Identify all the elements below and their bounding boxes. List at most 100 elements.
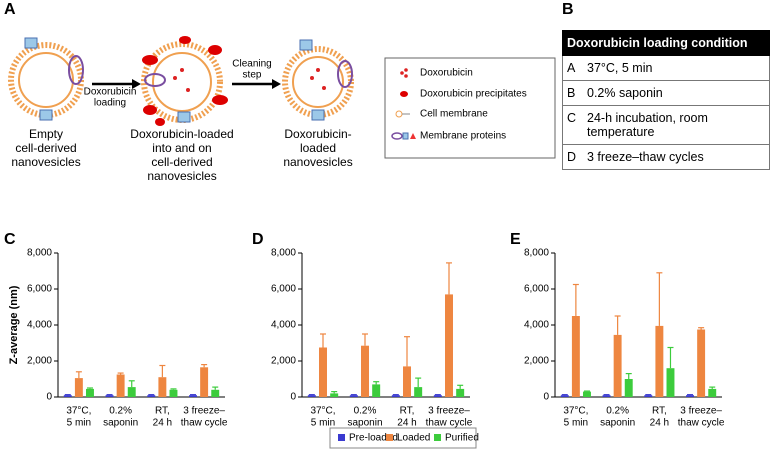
stage-label: nanovesicles <box>283 155 352 169</box>
bar <box>697 329 706 397</box>
y-tick-label: 8,000 <box>524 248 549 259</box>
x-tick-label: 24 h <box>650 418 669 429</box>
bar <box>433 395 442 397</box>
x-tick-label: 37°C, <box>310 406 335 417</box>
diagram-legend-label: Doxorubicin <box>420 68 473 79</box>
y-tick-label: 0 <box>543 392 549 403</box>
x-tick-label: RT, <box>155 406 170 417</box>
table-header: Doxorubicin loading condition <box>562 30 770 56</box>
bar <box>372 384 381 397</box>
y-tick-label: 8,000 <box>271 248 296 259</box>
y-axis-label: Z-average (nm) <box>8 285 20 364</box>
x-tick-label: thaw cycle <box>181 418 228 429</box>
diagram-legend-label: Membrane proteins <box>420 131 506 142</box>
bar <box>560 395 569 397</box>
x-tick-label: 5 min <box>67 418 91 429</box>
bar <box>200 367 209 397</box>
x-tick-label: 37°C, <box>563 406 588 417</box>
y-tick-label: 0 <box>46 392 52 403</box>
stage-label: into and on <box>152 141 211 155</box>
stage-label: Doxorubicin-loaded <box>130 127 233 141</box>
bar <box>686 395 694 397</box>
y-tick-label: 6,000 <box>27 284 52 295</box>
table-cell: 0.2% saponin <box>583 80 770 106</box>
panel-label: E <box>510 231 521 248</box>
legend-label: Pre-loaded <box>349 433 398 444</box>
bar <box>189 395 197 397</box>
stage-label: cell-derived <box>151 155 212 169</box>
y-tick-label: 8,000 <box>27 248 52 259</box>
bar <box>63 395 72 397</box>
panel-label: D <box>252 231 264 248</box>
x-tick-label: saponin <box>103 418 138 429</box>
bar <box>602 395 611 397</box>
bar <box>116 374 125 397</box>
x-tick-label: saponin <box>347 418 382 429</box>
step-label: step <box>243 70 262 81</box>
bar <box>361 345 369 397</box>
bar <box>613 334 622 397</box>
step-label: Doxorubicin <box>84 87 137 98</box>
vesicle-purified <box>282 39 354 121</box>
arrows <box>92 79 281 89</box>
bar <box>127 387 136 397</box>
bar <box>319 347 327 397</box>
legend-swatch <box>386 434 393 441</box>
bar <box>330 393 339 397</box>
x-tick-label: thaw cycle <box>426 418 473 429</box>
bar <box>147 395 156 397</box>
bar <box>349 395 358 397</box>
chart-legend-box <box>329 427 477 449</box>
diagram-legend-label: Cell membrane <box>420 109 488 120</box>
y-tick-label: 2,000 <box>27 356 52 367</box>
bar <box>169 389 178 397</box>
x-tick-label: 24 h <box>153 418 172 429</box>
step-label: loading <box>94 98 126 109</box>
bar <box>624 379 633 397</box>
vesicle-empty <box>8 37 84 121</box>
bar <box>391 395 400 397</box>
y-tick-label: 6,000 <box>271 284 296 295</box>
stage-label: nanovesicles <box>11 155 80 169</box>
step-label: Cleaning <box>232 59 271 70</box>
x-tick-label: 0.2% <box>109 406 132 417</box>
x-tick-label: 0.2% <box>354 406 377 417</box>
bar <box>86 388 94 397</box>
y-tick-label: 4,000 <box>271 320 296 331</box>
legend-icons <box>391 68 416 140</box>
x-tick-label: saponin <box>600 418 635 429</box>
x-tick-label: 24 h <box>397 418 416 429</box>
x-tick-label: thaw cycle <box>678 418 725 429</box>
bar <box>403 366 411 397</box>
bar <box>211 389 220 397</box>
bar <box>158 377 167 397</box>
stage-label: Empty <box>29 127 63 141</box>
bar <box>74 378 83 397</box>
legend-swatch <box>434 434 441 441</box>
bar <box>644 395 653 397</box>
bar <box>708 388 717 397</box>
y-tick-label: 0 <box>290 392 296 403</box>
bar <box>583 391 591 397</box>
stage-label: Doxorubicin- <box>284 127 351 141</box>
table-cell: B <box>562 80 583 106</box>
table-cell: 37°C, 5 min <box>583 55 770 81</box>
vesicle-loaded <box>141 36 228 126</box>
x-tick-label: RT, <box>400 406 415 417</box>
diagram-legend-box <box>384 57 556 159</box>
condition-table: Doxorubicin loading condition A 37°C, 5 m… <box>562 30 770 170</box>
x-tick-label: 3 freeze– <box>428 406 470 417</box>
bar <box>105 395 114 397</box>
y-tick-label: 6,000 <box>524 284 549 295</box>
bar <box>414 387 423 397</box>
x-tick-label: 3 freeze– <box>680 406 722 417</box>
table-cell: C <box>562 105 583 145</box>
y-tick-label: 4,000 <box>27 320 52 331</box>
legend-swatch <box>338 434 345 441</box>
diagram-legend-label: Doxorubicin precipitates <box>420 89 527 100</box>
bar <box>307 395 316 397</box>
x-tick-label: 5 min <box>564 418 588 429</box>
panel-label: A <box>4 1 16 18</box>
